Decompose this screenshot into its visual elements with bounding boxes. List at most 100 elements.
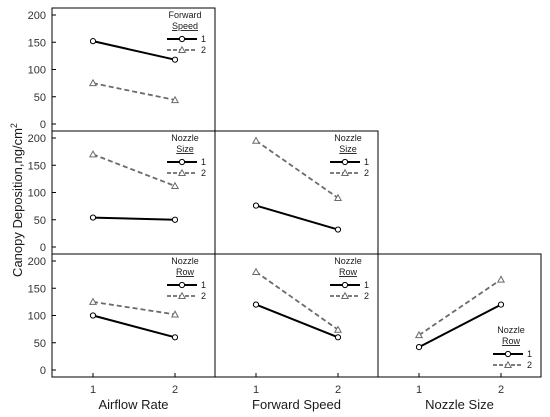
x-tick-label: 1 (416, 384, 422, 396)
legend-label-1: 1 (201, 34, 206, 44)
legend-label-2: 2 (201, 168, 206, 178)
y-tick-label: 50 (34, 215, 46, 227)
series-2-point-1 (88, 297, 98, 305)
series-1-point-2 (497, 301, 505, 308)
y-tick-label: 0 (40, 365, 46, 377)
series-2-point-2 (170, 95, 180, 104)
series-2-point-1 (251, 136, 261, 144)
legend-marker-1 (178, 35, 186, 43)
legend-label-1: 1 (201, 157, 206, 167)
legend-title: Nozzle (334, 133, 362, 143)
y-tick-label: 100 (28, 311, 46, 323)
legend-label-2: 2 (201, 45, 206, 55)
y-tick-label: 100 (28, 65, 46, 77)
legend-marker-2 (177, 291, 187, 300)
series-2-point-1 (251, 267, 261, 275)
legend-title: Nozzle (497, 325, 525, 335)
legend-title: Nozzle (171, 256, 199, 266)
legend-subtitle: Size (176, 144, 194, 154)
legend-marker-2 (340, 291, 350, 300)
legend-label-2: 2 (527, 360, 532, 370)
x-tick-label: 2 (172, 384, 178, 396)
series-1-point-2 (171, 334, 179, 341)
series-1-line (92, 314, 176, 339)
legend-marker-2 (340, 168, 350, 177)
series-2-point-1 (88, 150, 98, 158)
y-tick-label: 150 (28, 37, 46, 49)
panel-frame (377, 253, 542, 378)
x-axis-label-forward-speed: Forward Speed (252, 397, 341, 412)
legend-marker-2 (177, 45, 187, 54)
legend-subtitle: Size (339, 144, 357, 154)
legend-label-2: 2 (201, 291, 206, 301)
y-tick-label: 0 (40, 242, 46, 254)
legend-subtitle: Speed (172, 21, 198, 31)
series-1-point-1 (89, 38, 97, 45)
series-1-point-2 (171, 216, 179, 223)
series-2-point-2 (333, 325, 343, 333)
legend-marker-2 (177, 168, 187, 177)
series-2-line (255, 271, 339, 331)
series-2-point-1 (88, 78, 98, 87)
y-axis-label-superscript: 2 (9, 123, 19, 128)
legend-label-1: 1 (364, 280, 369, 290)
series-2-point-2 (170, 181, 180, 190)
series-2-line (92, 153, 176, 187)
y-tick-label: 50 (34, 338, 46, 350)
legend-subtitle: Row (176, 267, 195, 277)
series-2-point-2 (170, 310, 180, 318)
legend-label-2: 2 (364, 291, 369, 301)
series-1-point-1 (252, 202, 260, 209)
y-tick-label: 0 (40, 119, 46, 131)
legend-title: Nozzle (334, 256, 362, 266)
series-1-point-2 (334, 226, 342, 233)
legend-marker-1 (504, 350, 512, 358)
series-1-line (255, 204, 339, 231)
x-tick-label: 1 (90, 384, 96, 396)
series-1-point-1 (415, 344, 423, 351)
series-1-line (92, 216, 176, 221)
x-tick-label: 2 (498, 384, 504, 396)
series-1-point-1 (89, 214, 97, 221)
x-axis-label-airflow-rate: Airflow Rate (98, 397, 168, 412)
legend-marker-1 (341, 158, 349, 166)
series-2-line (418, 278, 502, 336)
y-axis-label: Canopy Deposition,ng/cm2 (9, 123, 25, 277)
legend-label-1: 1 (201, 280, 206, 290)
y-tick-label: 150 (28, 283, 46, 295)
legend-subtitle: Row (502, 336, 521, 346)
legend-marker-2 (503, 360, 513, 369)
legend-label-2: 2 (364, 168, 369, 178)
y-tick-label: 200 (28, 133, 46, 145)
x-tick-label: 1 (253, 384, 259, 396)
legend-marker-1 (341, 281, 349, 289)
legend-label-1: 1 (527, 349, 532, 359)
series-2-point-2 (496, 275, 506, 283)
series-1-line (92, 40, 176, 61)
legend-title: Forward (168, 10, 201, 20)
series-2-line (92, 300, 176, 316)
y-tick-label: 200 (28, 256, 46, 268)
series-1-line (255, 303, 339, 339)
y-tick-label: 150 (28, 160, 46, 172)
y-tick-label: 50 (34, 92, 46, 104)
legend-marker-1 (178, 281, 186, 289)
y-tick-label: 200 (28, 10, 46, 22)
legend-label-1: 1 (364, 157, 369, 167)
legend-subtitle: Row (339, 267, 358, 277)
series-1-point-2 (171, 56, 179, 63)
x-axis-label-nozzle-size: Nozzle Size (425, 397, 494, 412)
y-tick-label: 100 (28, 188, 46, 200)
